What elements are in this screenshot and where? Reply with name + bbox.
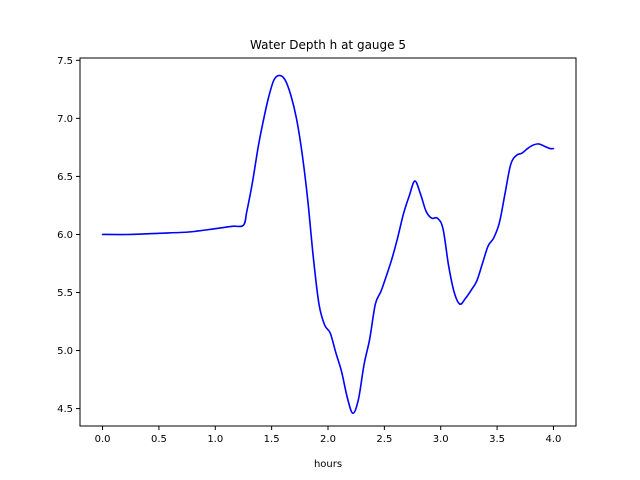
chart-title: Water Depth h at gauge 5 (250, 38, 406, 52)
x-tick-label: 1.5 (264, 434, 280, 445)
x-tick-label: 4.0 (546, 434, 562, 445)
x-tick-label: 0.0 (95, 434, 111, 445)
x-tick-label: 2.0 (320, 434, 336, 445)
y-tick-label: 6.5 (57, 172, 73, 183)
y-tick-label: 4.5 (57, 404, 73, 415)
x-tick-label: 1.0 (207, 434, 223, 445)
plot-line-layer (101, 74, 555, 415)
x-tick-label: 2.5 (376, 434, 392, 445)
x-axis-ticks: 0.0 0.5 1.0 1.5 2.0 2.5 3.0 3.5 4.0 (95, 426, 562, 445)
series-line-0 (101, 74, 555, 415)
x-tick-label: 3.5 (489, 434, 505, 445)
y-tick-label: 5.0 (57, 346, 73, 357)
x-tick-label: 0.5 (151, 434, 167, 445)
y-tick-label: 7.0 (57, 114, 73, 125)
y-tick-label: 7.5 (57, 56, 73, 67)
x-axis-label: hours (314, 459, 342, 470)
x-tick-label: 3.0 (433, 434, 449, 445)
y-tick-label: 6.0 (57, 230, 73, 241)
y-tick-label: 5.5 (57, 288, 73, 299)
y-axis-ticks: 4.5 5.0 5.5 6.0 6.5 7.0 7.5 (57, 56, 80, 415)
